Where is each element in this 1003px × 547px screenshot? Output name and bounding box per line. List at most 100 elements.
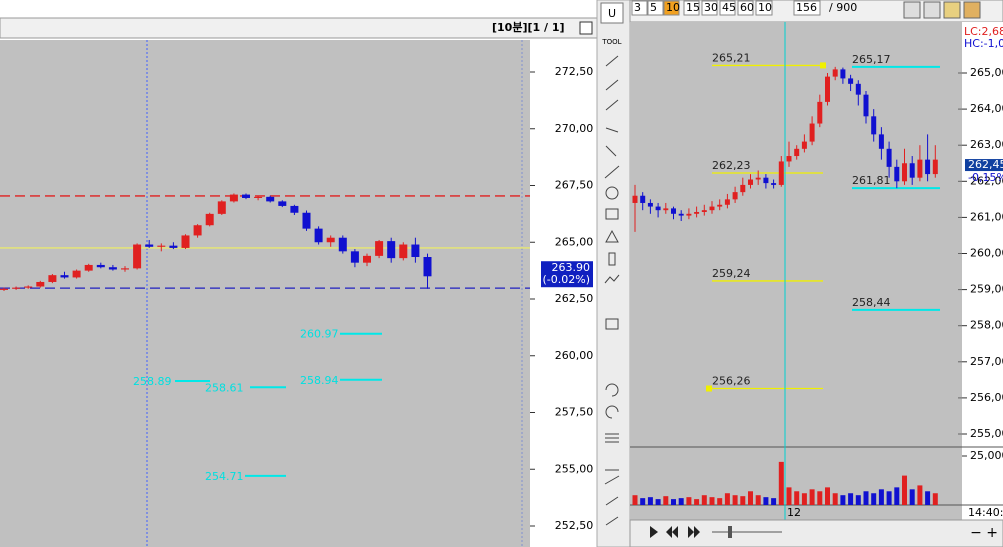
candle-body [647, 202, 653, 207]
y-tick-label: 255,00 [555, 462, 594, 475]
candle-body [121, 268, 129, 270]
candle-body [326, 237, 335, 243]
toolbar [596, 0, 631, 547]
volume-bar [817, 491, 823, 505]
candle-body [290, 205, 299, 213]
candle-body [48, 275, 57, 282]
left-axis: 272,50 270,00 267,50 265,00 262,50 260,00 257,… [530, 65, 593, 532]
icon-button[interactable] [903, 1, 921, 19]
annotation-label: 254.71 [205, 470, 244, 483]
right-axis: 35 10 15 30 45 60 10 156 / 900 265,00 264,00 263,00… [631, 0, 1003, 519]
left-plot: 260.97 258.94 258.61 258.89 254.71 [0, 193, 530, 483]
candle-body [724, 199, 730, 205]
volume-bar [686, 497, 692, 505]
volume-bar [809, 489, 815, 505]
zoom-buttons[interactable]: − + [970, 525, 998, 541]
volume-bar [917, 485, 923, 505]
volume-bar [801, 493, 807, 505]
annotation-label: 262,23 [712, 159, 751, 172]
interval-button[interactable] [631, 0, 648, 16]
volume-bar [902, 475, 907, 505]
candle-body [825, 76, 830, 102]
volume-bar [717, 498, 723, 505]
candle-body [663, 208, 669, 211]
interval-label: 30 [704, 1, 718, 14]
candle-body [932, 159, 938, 175]
volume-bar [871, 493, 877, 505]
interval-button[interactable] [663, 0, 680, 16]
icon-button[interactable] [963, 1, 981, 19]
current-price: 262,45 [968, 158, 1003, 171]
candle-body [694, 211, 700, 214]
x-label: 12 [787, 506, 801, 519]
header-text: [10분][1 / 1] [492, 21, 565, 34]
candle-body [181, 235, 190, 248]
candle-body [254, 196, 263, 198]
candle-body [242, 194, 250, 198]
interval-button[interactable] [647, 0, 664, 16]
interval-label: 10 [666, 1, 680, 14]
y-tick-label: 257,00 [970, 355, 1003, 368]
right-axis-area [962, 22, 1003, 520]
volume-bar [825, 487, 830, 505]
volume-bar [709, 497, 715, 505]
annotation-label: 258,44 [852, 296, 891, 309]
candle-body [686, 213, 692, 216]
icon-button[interactable] [923, 1, 941, 19]
candle-body [717, 204, 723, 207]
candle-body [740, 184, 746, 193]
y-tick-label: 259,00 [970, 283, 1003, 296]
candle-body [640, 195, 646, 203]
interval-label: 60 [740, 1, 754, 14]
icon-button[interactable] [943, 1, 961, 19]
hc-label: HC:-1,0 [964, 37, 1003, 50]
volume-bar [909, 489, 915, 505]
interval-button[interactable] [701, 0, 718, 16]
tool-button[interactable] [600, 2, 624, 24]
candle-body [671, 208, 676, 214]
candle-body [193, 225, 202, 236]
volume-bar [863, 491, 869, 505]
tool-label: TOOL [601, 38, 621, 46]
candle-body [763, 177, 769, 184]
candle-body [848, 78, 854, 84]
candle-body [350, 251, 359, 263]
candle-body [840, 69, 846, 79]
candle-body [917, 159, 923, 178]
interval-button[interactable] [737, 0, 754, 16]
time-label: 14:40:0 [968, 506, 1003, 519]
slider-thumb[interactable] [728, 526, 732, 538]
candle-body [72, 270, 81, 278]
volume-bar [786, 487, 792, 505]
playback-buttons[interactable] [650, 526, 700, 538]
volume-bar [886, 491, 892, 505]
candle-body [169, 245, 178, 248]
candle-body [157, 245, 166, 247]
volume-bar [724, 493, 730, 505]
candle-body [133, 244, 142, 269]
current-price: 263.90 [552, 261, 591, 274]
candle-body [786, 156, 792, 162]
interval-button[interactable] [683, 0, 700, 16]
candle-body [809, 123, 815, 142]
candle-body [909, 163, 915, 178]
volume-bar [771, 498, 777, 505]
annotation-label: 258.94 [300, 374, 339, 387]
interval-button[interactable] [793, 0, 821, 16]
candle-body [96, 264, 105, 268]
interval-label: 3 [634, 1, 641, 14]
current-change: -0,15% [968, 171, 1003, 184]
y-tick-label: 260,00 [555, 349, 594, 362]
marker [820, 62, 826, 69]
interval-button[interactable] [719, 0, 736, 16]
candle-body [655, 206, 661, 211]
window-button[interactable] [579, 21, 593, 35]
candle-body [794, 148, 800, 157]
interval-button[interactable] [755, 0, 773, 16]
y-tick-label: 267,50 [555, 179, 594, 192]
annotation-label: 258.89 [133, 375, 172, 388]
candle-body [886, 148, 892, 167]
candle-body [12, 287, 21, 289]
candle-body [387, 241, 396, 259]
volume-bar [671, 499, 676, 505]
